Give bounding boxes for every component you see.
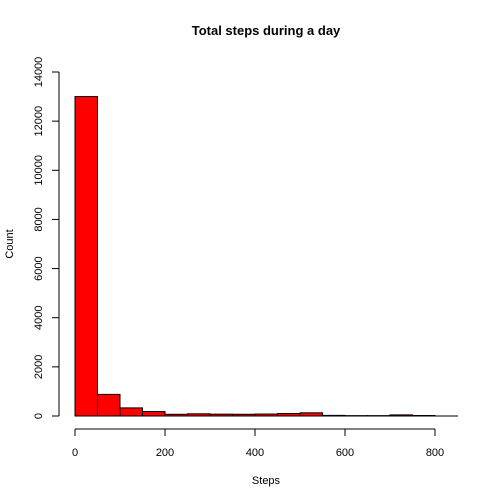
y-axis-label: Count <box>4 229 16 258</box>
y-tick-label: 8000 <box>33 207 45 231</box>
x-axis-ticks: 0 200 400 600 800 <box>72 429 444 459</box>
y-axis-ticks: 0 2000 4000 6000 8000 10000 12000 14000 <box>33 57 59 419</box>
y-tick-label: 6000 <box>33 256 45 280</box>
histogram-bar <box>119 407 143 417</box>
y-tick-label: 0 <box>33 413 45 419</box>
y-tick-label: 12000 <box>33 106 45 137</box>
bars-group <box>74 96 458 417</box>
x-axis-label: Steps <box>252 475 281 487</box>
x-tick-label: 400 <box>246 447 264 459</box>
x-tick-label: 800 <box>426 447 444 459</box>
x-tick-label: 200 <box>156 447 174 459</box>
y-tick-label: 2000 <box>33 355 45 379</box>
histogram-bar <box>142 411 166 417</box>
y-tick-label: 14000 <box>33 57 45 88</box>
chart-title: Total steps during a day <box>192 23 341 38</box>
histogram-bar <box>97 393 121 417</box>
x-tick-label: 600 <box>336 447 354 459</box>
y-tick-label: 10000 <box>33 155 45 186</box>
y-tick-label: 4000 <box>33 305 45 329</box>
x-tick-label: 0 <box>72 447 78 459</box>
histogram-bar <box>74 96 98 417</box>
